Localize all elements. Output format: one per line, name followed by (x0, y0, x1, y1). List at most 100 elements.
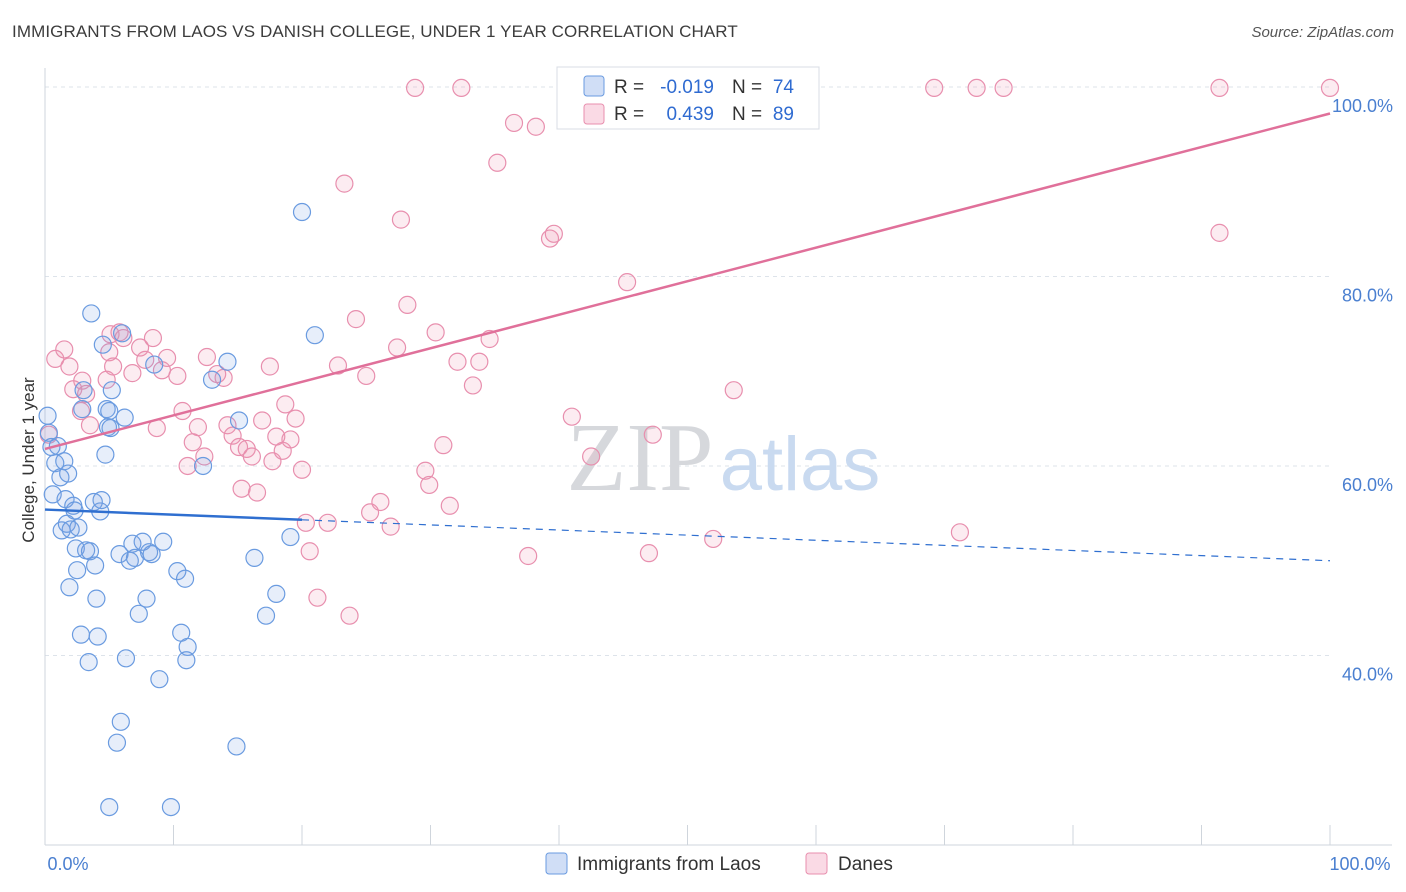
danes-point-84 (704, 529, 723, 549)
laos-point-53 (150, 670, 169, 689)
y-tick-label-2: 80.0% (1342, 285, 1393, 305)
laos-point-25 (82, 304, 101, 323)
danes-point-49 (308, 588, 327, 607)
danes-point-85 (724, 381, 743, 400)
laos-point-61 (193, 456, 213, 476)
laos-point-31 (92, 490, 111, 510)
laos-point-27 (86, 556, 105, 575)
laos-point-40 (110, 544, 129, 564)
danes-point-88 (967, 78, 986, 97)
axes (44, 68, 1392, 846)
laos-point-64 (218, 352, 237, 371)
laos-point-12 (60, 578, 79, 597)
danes-point-76 (526, 117, 545, 136)
bottom-legend-label-danes: Danes (838, 854, 893, 875)
danes-point-74 (504, 113, 524, 133)
laos-point-28 (87, 589, 106, 608)
danes-point-83 (643, 425, 662, 444)
danes-point-37 (247, 483, 267, 502)
series-danes-points (39, 78, 1340, 625)
danes-point-50 (318, 513, 337, 532)
source-label: Source: ZipAtlas.com (1251, 24, 1394, 41)
danes-point-53 (340, 606, 359, 625)
laos-point-56 (168, 562, 187, 581)
laos-point-24 (80, 542, 100, 561)
danes-point-73 (488, 153, 507, 172)
danes-point-26 (188, 418, 208, 437)
legend-frame (556, 66, 820, 130)
danes-point-12 (104, 357, 123, 376)
danes-point-82 (639, 544, 659, 563)
legend-box: R = -0.019 N = 74 R = 0.439 N = 89 (556, 66, 820, 130)
laos-point-65 (229, 411, 249, 430)
bottom-legend-swatch-danes (805, 852, 828, 875)
danes-point-39 (260, 357, 279, 376)
danes-point-48 (300, 542, 319, 561)
danes-point-86 (925, 78, 944, 97)
legend-r-label-2: R = (614, 104, 644, 125)
danes-point-63 (416, 461, 435, 480)
legend-n-value-1: 74 (773, 77, 795, 98)
danes-point-38 (253, 411, 272, 430)
danes-point-61 (398, 295, 417, 314)
y-tick-label-0: 40.0% (1342, 664, 1393, 684)
danes-point-45 (286, 409, 305, 428)
x-tick-label-1: 100.0% (1329, 854, 1390, 874)
danes-point-2 (55, 340, 74, 359)
danes-point-64 (420, 475, 439, 495)
watermark-atlas: atlas (720, 422, 881, 507)
laos-point-48 (133, 532, 152, 551)
laos-point-20 (73, 400, 92, 419)
legend-swatch-laos (583, 75, 605, 97)
watermark: ZIP atlas (567, 404, 881, 512)
laos-point-52 (145, 355, 164, 374)
danes-point-78 (544, 224, 563, 243)
danes-point-43 (276, 395, 295, 414)
laos-point-69 (281, 527, 300, 547)
danes-point-59 (387, 338, 407, 357)
danes-point-89 (994, 78, 1013, 97)
danes-point-22 (168, 366, 187, 386)
laos-point-60 (177, 651, 196, 670)
laos-point-11 (59, 464, 78, 483)
laos-point-72 (111, 712, 130, 731)
danes-point-31 (218, 416, 237, 435)
legend-n-label-2: N = (732, 104, 762, 125)
danes-trend-line (44, 112, 1331, 451)
legend-r-value-1: -0.019 (660, 77, 714, 98)
laos-point-41 (112, 324, 132, 343)
danes-point-69 (452, 78, 471, 97)
danes-point-8 (80, 416, 100, 435)
danes-point-58 (381, 517, 400, 536)
danes-point-28 (197, 347, 217, 367)
danes-point-25 (183, 433, 202, 452)
laos-point-19 (71, 625, 91, 644)
laos-point-71 (305, 326, 324, 345)
danes-point-51 (328, 356, 348, 375)
series-laos-points (38, 202, 324, 817)
laos-point-43 (116, 649, 136, 668)
laos-point-0 (38, 406, 57, 425)
laos-point-59 (178, 637, 197, 657)
laos-point-70 (292, 202, 312, 222)
danes-point-81 (618, 273, 637, 292)
laos-point-21 (74, 381, 93, 400)
laos-point-67 (256, 606, 276, 625)
danes-point-44 (281, 430, 300, 449)
laos-point-55 (161, 797, 181, 817)
danes-point-65 (426, 323, 445, 342)
chart-title: IMMIGRANTS FROM LAOS VS DANISH COLLEGE, … (12, 22, 738, 41)
danes-point-34 (232, 479, 251, 498)
laos-point-29 (88, 627, 107, 646)
legend-swatch-danes (583, 103, 605, 125)
laos-point-50 (139, 543, 159, 562)
legend-n-label-1: N = (732, 77, 762, 98)
danes-point-15 (123, 364, 142, 383)
laos-point-39 (107, 733, 127, 752)
danes-point-66 (434, 436, 453, 455)
gridlines (45, 86, 1330, 656)
danes-point-71 (470, 352, 489, 371)
danes-point-47 (296, 513, 315, 532)
y-tick-labels: 40.0% 60.0% 80.0% 100.0% (1332, 96, 1393, 685)
